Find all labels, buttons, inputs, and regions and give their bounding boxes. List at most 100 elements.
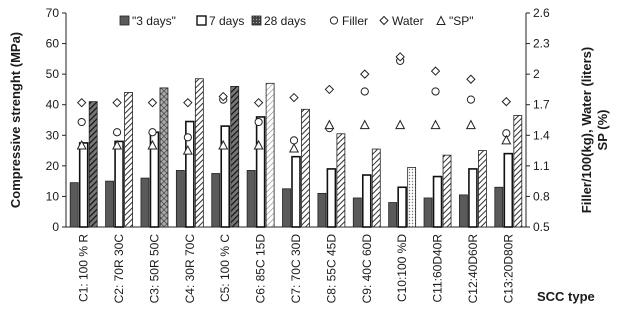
marker-filler <box>183 133 192 142</box>
marker-sp <box>253 139 264 150</box>
bar-28-days <box>159 87 169 228</box>
bar-3-days <box>459 194 468 228</box>
bar-3-days <box>69 182 79 228</box>
right-tick-label: 2.3 <box>533 37 550 51</box>
bar-7-days <box>397 186 407 228</box>
right-tick-label: 0.8 <box>533 189 550 203</box>
right-tick-label: 2 <box>533 67 540 81</box>
marker-sp <box>324 119 335 130</box>
left-axis-ticks: 0 10 20 30 40 50 60 70 <box>46 6 66 234</box>
bar-7-days <box>468 168 478 228</box>
marker-water <box>466 74 476 84</box>
category-label: C8: 55C 45D <box>324 234 338 304</box>
bar-3-days <box>423 197 433 228</box>
marker-sp <box>359 119 370 130</box>
bar-28-days <box>301 108 310 228</box>
category-label: C4: 30R 70C <box>183 234 197 304</box>
right-axis-ticks: 0.5 0.8 1.1 1.4 1.7 2 2.3 2.6 <box>526 6 550 234</box>
y2-axis-title-line2: SP (%) <box>595 110 610 151</box>
bar-7-days <box>361 174 372 228</box>
legend-swatch-3-days <box>119 15 130 26</box>
right-tick-label: 1.7 <box>533 98 550 112</box>
x-axis-title: SCC type <box>537 289 595 304</box>
marker-water <box>76 97 87 108</box>
marker-water <box>183 97 193 108</box>
legend-marker-sp <box>436 15 446 25</box>
bar-7-days <box>220 125 231 228</box>
legend-marker-filler <box>329 16 339 25</box>
bar-28-days <box>124 92 133 228</box>
left-tick-label: 30 <box>46 128 60 142</box>
legend-swatch-28-days <box>251 15 262 26</box>
bar-7-days <box>78 142 89 228</box>
category-label: C11:60D40R <box>431 234 445 303</box>
marker-filler <box>254 117 263 127</box>
bar-3-days <box>175 170 185 228</box>
category-label: C1: 100 % R <box>77 234 91 302</box>
legend-label-sp: "SP" <box>449 14 474 28</box>
marker-water <box>147 97 158 108</box>
marker-filler <box>77 117 86 127</box>
category-label: C5: 100 % C <box>218 234 232 302</box>
marker-filler <box>289 136 299 145</box>
legend: "3 days" 7 days 28 days Filler Water "SP… <box>119 14 474 28</box>
bar-28-days <box>336 133 346 228</box>
legend-label-28-days: 28 days <box>264 14 306 28</box>
category-label: C2: 70R 30C <box>112 234 126 304</box>
category-label: C3: 50R 50C <box>147 234 161 304</box>
marker-filler <box>466 95 476 104</box>
bar-28-days <box>265 82 275 228</box>
legend-marker-water <box>379 15 389 26</box>
bar-7-days <box>255 116 266 228</box>
bar-7-days <box>503 152 514 228</box>
marker-water <box>395 52 405 62</box>
category-label: C10:100 %D <box>395 234 409 302</box>
marker-water <box>218 91 228 102</box>
bar-28-days <box>371 148 381 228</box>
marker-sp <box>112 139 123 150</box>
right-tick-label: 1.4 <box>533 128 550 142</box>
marker-sp <box>147 139 158 150</box>
legend-swatch-7-days <box>196 15 207 26</box>
marker-sp <box>76 139 87 150</box>
marker-water <box>289 92 299 103</box>
marker-filler <box>431 87 440 96</box>
left-tick-label: 0 <box>52 220 59 234</box>
right-tick-label: 2.6 <box>533 6 550 20</box>
bar-3-days <box>211 173 221 228</box>
bar-7-days <box>432 175 443 228</box>
left-tick-label: 40 <box>46 98 60 112</box>
legend-label-7-days: 7 days <box>209 14 244 28</box>
y2-axis-title-line1: Filler/100(kg), Water (liters) <box>579 47 594 213</box>
bar-28-days <box>513 115 523 228</box>
bar-7-days <box>291 155 301 228</box>
marker-sp <box>430 119 441 130</box>
marker-filler <box>360 87 369 96</box>
bar-3-days <box>282 188 291 228</box>
right-tick-label: 0.5 <box>533 220 550 234</box>
marker-water <box>501 96 512 107</box>
bar-3-days <box>352 197 362 228</box>
bar-group <box>69 78 523 228</box>
marker-sp <box>465 119 476 130</box>
left-tick-label: 50 <box>46 67 60 81</box>
left-tick-label: 10 <box>46 189 60 203</box>
marker-water <box>360 69 370 79</box>
bar-28-days <box>194 78 204 228</box>
left-tick-label: 60 <box>46 37 60 51</box>
marker-sp <box>182 144 193 155</box>
marker-water <box>430 66 441 76</box>
bar-3-days <box>317 192 327 228</box>
left-tick-label: 70 <box>46 6 60 20</box>
marker-sp <box>218 139 229 150</box>
marker-filler <box>112 128 122 137</box>
bar-3-days <box>388 202 398 228</box>
category-labels: C1: 100 % R C2: 70R 30C C3: 50R 50C C4: 30R… <box>77 234 516 304</box>
marker-sp <box>395 119 406 130</box>
category-label: C6: 85C 15D <box>254 234 268 304</box>
bar-3-days <box>105 180 114 228</box>
marker-water <box>253 97 264 108</box>
y-axis-title: Compressive strenght (MPa) <box>8 32 23 208</box>
